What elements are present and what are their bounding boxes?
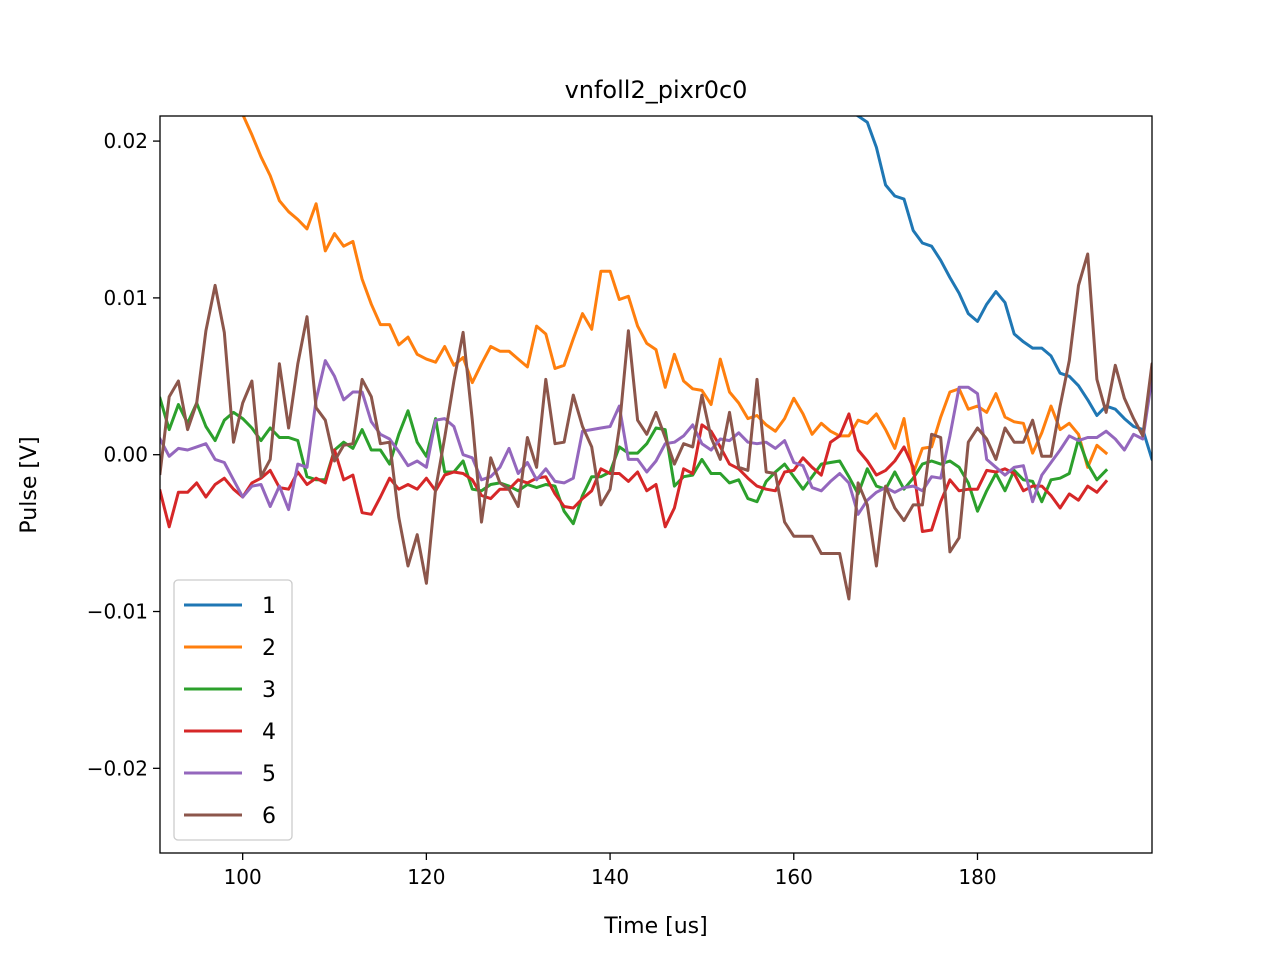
- x-tick-label: 120: [407, 865, 445, 889]
- legend-label-5: 5: [262, 762, 276, 787]
- chart-title: vnfoll2_pixr0c0: [565, 76, 748, 104]
- series-layer: [160, 116, 1152, 601]
- x-tick-label: 140: [591, 865, 629, 889]
- plot-frame: [159, 115, 1153, 854]
- legend-box: [173, 579, 293, 841]
- legend-label-4: 4: [262, 720, 276, 745]
- x-tick-label: 180: [958, 865, 996, 889]
- y-tick-label: 0.01: [103, 286, 148, 310]
- x-tick-label: 160: [775, 865, 813, 889]
- legend-label-2: 2: [262, 636, 276, 661]
- y-tick-label: 0.00: [103, 443, 148, 467]
- y-tick-label: −0.01: [87, 600, 148, 624]
- x-tick-label: 100: [224, 865, 262, 889]
- legend-label-3: 3: [262, 678, 276, 703]
- series-line-6: [160, 252, 1152, 601]
- y-tick-label: −0.02: [87, 756, 148, 780]
- legend: 1 2 3 4 5 6: [173, 579, 293, 841]
- series-line-4: [160, 412, 1109, 533]
- y-axis: 0.02 0.01 0.00 −0.01 −0.02: [87, 129, 160, 780]
- series-line-1: [856, 116, 1152, 461]
- legend-label-1: 1: [262, 594, 276, 619]
- x-axis: 100 120 140 160 180: [224, 853, 997, 889]
- series-line-5: [160, 359, 1152, 516]
- x-axis-label: Time [us]: [603, 914, 707, 939]
- series-line-2: [241, 116, 1109, 475]
- y-axis-label: Pulse [V]: [17, 436, 42, 533]
- legend-label-6: 6: [262, 804, 276, 829]
- y-tick-label: 0.02: [103, 129, 148, 153]
